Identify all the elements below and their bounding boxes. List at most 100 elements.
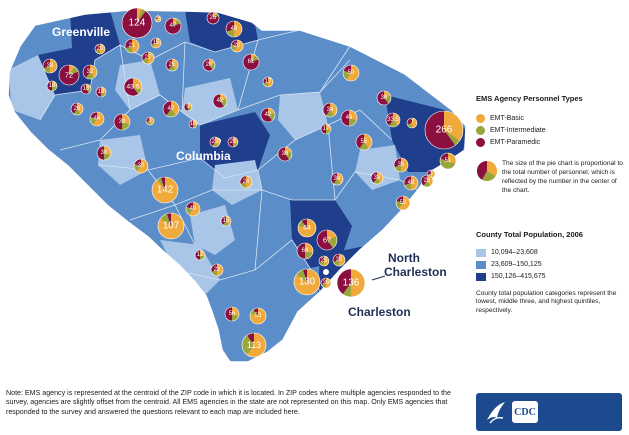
pie-outline	[150, 37, 162, 49]
pie-count-label: 39	[119, 119, 126, 125]
pie-slice-paramedic	[253, 308, 258, 316]
pie-count-label: 47	[170, 23, 177, 29]
agency-pie: 42	[212, 93, 228, 109]
pie-slice-paramedic	[97, 146, 104, 160]
agency-pie: 56	[224, 306, 240, 322]
pie-slice-basic	[226, 216, 232, 226]
pie-count-label: 38	[282, 151, 289, 157]
agency-pie: 34	[330, 172, 344, 186]
pie-slice-intermediate	[268, 112, 275, 121]
pie-slice-basic	[305, 243, 314, 254]
pie-slice-basic	[398, 195, 411, 211]
pie-slice-basic	[351, 269, 365, 297]
pie-outline	[316, 229, 338, 251]
pie-count-label: 13	[98, 89, 105, 95]
agency-pie: 33	[370, 171, 384, 185]
pie-count-label: 15	[153, 40, 160, 46]
pie-slice-intermediate	[213, 13, 219, 18]
pie-outline	[154, 15, 162, 23]
pie-slice-intermediate	[388, 120, 398, 127]
pie-slice-paramedic	[343, 65, 351, 73]
pie-slice-intermediate	[173, 19, 181, 26]
pie-slice-paramedic	[331, 173, 337, 184]
pie-count-label: 10	[190, 121, 197, 127]
population-mid-swatch	[476, 260, 486, 269]
agency-pie: 26	[70, 102, 84, 116]
pie-slice-intermediate	[137, 8, 146, 23]
pie-outline	[336, 268, 366, 298]
pie-slice-intermediate	[230, 44, 237, 51]
charleston-label: Charleston	[348, 305, 411, 319]
population-range-high: 150,126–415,675	[476, 271, 626, 283]
pie-count-label: 113	[247, 340, 261, 350]
pie-slice-basic	[326, 278, 331, 288]
emt-basic-label: EMT-Basic	[490, 114, 524, 122]
pie-slice-paramedic	[47, 81, 52, 91]
pie-outline	[206, 11, 220, 25]
pie-outline	[123, 77, 143, 97]
pie-slice-paramedic	[155, 16, 158, 19]
pie-slice-basic	[150, 117, 154, 125]
pie-slice-basic	[268, 77, 273, 87]
pie-slice-intermediate	[168, 65, 176, 71]
pie-slice-basic	[100, 44, 105, 54]
pie-outline	[332, 253, 346, 267]
pie-count-label: 21	[230, 139, 237, 145]
emt-intermediate-label: EMT-Intermediate	[490, 126, 546, 134]
pie-slice-intermediate	[200, 255, 205, 260]
pie-count-label: 30	[336, 257, 343, 263]
pie-slice-basic	[233, 136, 239, 144]
pie-count-label: 38	[381, 95, 388, 101]
pie-slice-basic	[448, 153, 457, 164]
pie-outline	[403, 175, 419, 191]
pie-count-label: 7	[410, 120, 414, 126]
pie-slice-paramedic	[220, 215, 226, 226]
pie-slice-basic	[217, 264, 223, 276]
pie-outline	[239, 175, 253, 189]
pie-slice-intermediate	[125, 46, 132, 53]
pie-outline	[70, 102, 84, 116]
pie-count-label: 107	[163, 221, 179, 232]
population-low-label: 10,094–23,608	[491, 249, 538, 257]
pie-slice-basic	[249, 308, 266, 324]
pie-slice-basic	[285, 147, 292, 154]
pie-count-label: 42	[265, 112, 272, 118]
pie-count-label: 20	[206, 62, 213, 68]
agency-pie: 30	[96, 145, 112, 161]
footer-note: Note: EMS agency is represented at the c…	[6, 389, 451, 416]
pie-slice-paramedic	[297, 243, 305, 259]
pie-count-label: 72	[65, 71, 73, 80]
hhs-cdc-logo: CDC	[476, 393, 622, 431]
agency-pie: 12	[194, 249, 206, 261]
pie-count-label: 24	[243, 179, 250, 185]
pie-count-label: 21	[129, 43, 136, 49]
pie-slice-paramedic	[165, 18, 182, 34]
pie-count-label: 22	[214, 267, 221, 273]
pie-outline	[133, 158, 149, 174]
agency-pie: 23	[209, 136, 221, 148]
pie-slice-paramedic	[332, 253, 339, 262]
pie-slice-basic	[157, 213, 184, 240]
pie-slice-intermediate	[101, 92, 106, 98]
pie-count-label: 38	[47, 63, 54, 69]
pie-outline	[439, 152, 457, 170]
pie-slice-basic	[90, 65, 97, 78]
agency-pie: 30	[133, 158, 149, 174]
pie-slice-intermediate	[444, 130, 460, 146]
pie-slice-intermediate	[209, 63, 216, 70]
pie-outline	[46, 80, 58, 92]
population-low-swatch	[476, 248, 486, 257]
north-charleston-label-line2: Charleston	[384, 265, 447, 279]
pie-outline	[393, 157, 409, 173]
county-greenville	[70, 10, 120, 60]
legend-title: EMS Agency Personnel Types	[476, 94, 583, 103]
county-mccormick	[98, 135, 148, 185]
agency-pie: 17	[262, 76, 274, 88]
pie-slice-basic	[173, 18, 178, 26]
pie-slice-intermediate	[285, 151, 292, 160]
pie-slice-paramedic	[202, 59, 213, 72]
pie-outline	[241, 332, 267, 358]
pie-outline	[80, 83, 92, 95]
pie-slice-paramedic	[260, 108, 273, 122]
pie-slice-intermediate	[232, 314, 239, 321]
